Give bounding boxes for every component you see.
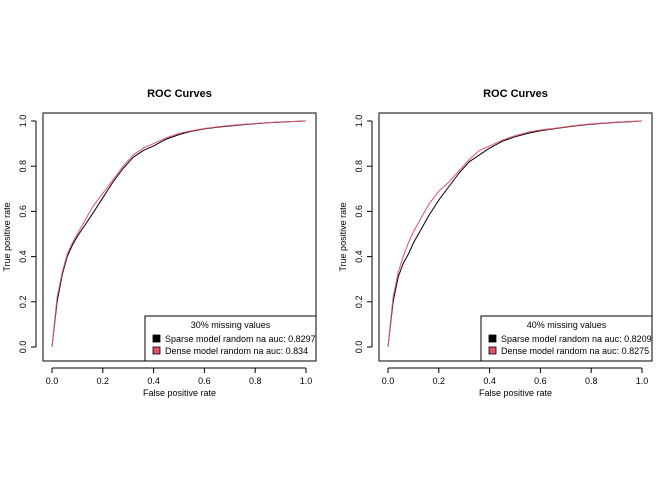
x-axis-label: False positive rate — [479, 388, 552, 398]
x-axis-label: False positive rate — [143, 388, 216, 398]
roc-series-line-2 — [387, 120, 643, 348]
x-tick-label: 0.2 — [433, 376, 446, 386]
legend-swatch-2 — [488, 346, 497, 355]
y-tick-label: 1.0 — [354, 115, 364, 128]
x-tick-label: 0.0 — [46, 376, 59, 386]
x-tick-label: 0.2 — [97, 376, 110, 386]
y-tick-label: 0.8 — [18, 160, 28, 173]
x-tick-label: 0.8 — [585, 376, 598, 386]
y-tick-label: 0.4 — [18, 250, 28, 263]
y-tick-label: 0.0 — [354, 341, 364, 354]
legend-entry-1: Sparse model random na auc: 0.8297 — [165, 334, 316, 344]
y-axis-label: True positive rate — [338, 202, 348, 271]
roc-series-line-1 — [387, 120, 643, 348]
legend-entry-1: Sparse model random na auc: 0.8209 — [501, 334, 652, 344]
y-tick-label: 1.0 — [18, 115, 28, 128]
x-tick-label: 0.8 — [249, 376, 262, 386]
roc-series-line-2 — [51, 120, 307, 348]
roc-series-line-1 — [51, 120, 307, 348]
y-tick-label: 0.2 — [354, 296, 364, 309]
legend-box — [480, 315, 653, 362]
legend-swatch-1 — [488, 334, 497, 343]
y-tick-label: 0.6 — [354, 205, 364, 218]
x-tick-label: 1.0 — [636, 376, 649, 386]
y-tick-label: 0.4 — [354, 250, 364, 263]
legend-box — [144, 315, 317, 362]
legend-swatch-2 — [152, 346, 161, 355]
legend-swatch-1 — [152, 334, 161, 343]
y-tick-label: 0.6 — [18, 205, 28, 218]
y-axis-label: True positive rate — [2, 202, 12, 271]
x-tick-label: 1.0 — [300, 376, 313, 386]
x-tick-label: 0.6 — [534, 376, 547, 386]
y-tick-label: 0.0 — [18, 341, 28, 354]
y-tick-label: 0.8 — [354, 160, 364, 173]
legend-entry-2: Dense model random na auc: 0.8275 — [501, 346, 649, 356]
legend-title: 30% missing values — [191, 320, 271, 330]
x-tick-label: 0.0 — [382, 376, 395, 386]
x-tick-label: 0.6 — [198, 376, 211, 386]
chart-title: ROC Curves — [147, 88, 212, 100]
y-tick-label: 0.2 — [18, 296, 28, 309]
legend-title: 40% missing values — [527, 320, 607, 330]
x-tick-label: 0.4 — [483, 376, 496, 386]
x-tick-label: 0.4 — [147, 376, 160, 386]
chart-title: ROC Curves — [483, 88, 548, 100]
legend-entry-2: Dense model random na auc: 0.834 — [165, 346, 308, 356]
